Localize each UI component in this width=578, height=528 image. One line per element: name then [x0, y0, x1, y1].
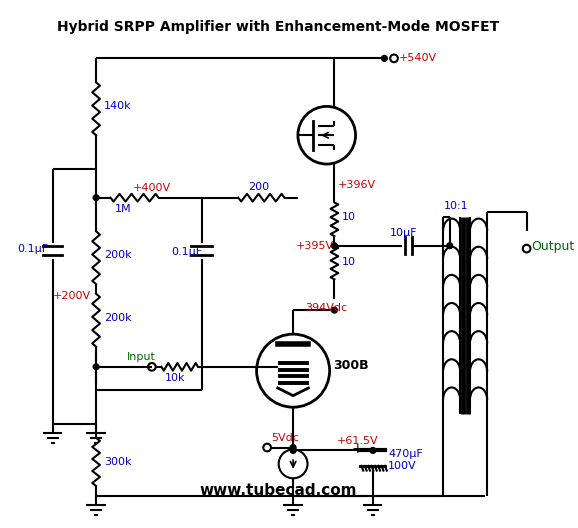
- Text: 10k: 10k: [165, 373, 186, 383]
- Text: +395V: +395V: [296, 241, 334, 251]
- Text: 200k: 200k: [104, 250, 131, 260]
- Text: +200V: +200V: [53, 291, 91, 301]
- Text: +400V: +400V: [132, 183, 171, 193]
- Text: 200: 200: [248, 182, 269, 192]
- Text: +61.5V: +61.5V: [336, 436, 378, 446]
- Text: 300k: 300k: [104, 457, 131, 467]
- Circle shape: [93, 195, 99, 201]
- Text: 1M: 1M: [116, 204, 132, 214]
- Circle shape: [381, 55, 387, 61]
- Circle shape: [290, 448, 296, 454]
- Text: 10:1: 10:1: [444, 201, 469, 211]
- Text: 0.1μF: 0.1μF: [17, 243, 49, 253]
- Circle shape: [447, 243, 453, 249]
- Text: 0.1μF: 0.1μF: [171, 248, 202, 258]
- Text: 470μF
100V: 470μF 100V: [388, 449, 423, 471]
- Text: www.tubecad.com: www.tubecad.com: [199, 483, 357, 498]
- Circle shape: [370, 448, 376, 454]
- Text: 5Vdc: 5Vdc: [271, 433, 299, 443]
- Text: 10μF: 10μF: [390, 228, 418, 238]
- Circle shape: [290, 445, 296, 450]
- Text: 140k: 140k: [104, 101, 131, 111]
- Text: Input: Input: [127, 352, 155, 362]
- Text: +540V: +540V: [399, 53, 437, 63]
- Text: +396V: +396V: [338, 180, 376, 190]
- Circle shape: [93, 364, 99, 370]
- Text: 394Vdc: 394Vdc: [306, 303, 348, 313]
- Text: 200k: 200k: [104, 313, 131, 323]
- Text: Hybrid SRPP Amplifier with Enhancement-Mode MOSFET: Hybrid SRPP Amplifier with Enhancement-M…: [57, 20, 499, 34]
- Text: Output: Output: [531, 240, 575, 253]
- Text: 300B: 300B: [334, 360, 369, 372]
- Text: 10: 10: [342, 257, 356, 267]
- Circle shape: [332, 307, 338, 313]
- Text: 10: 10: [342, 212, 356, 222]
- Circle shape: [332, 243, 338, 249]
- Text: +: +: [352, 441, 364, 456]
